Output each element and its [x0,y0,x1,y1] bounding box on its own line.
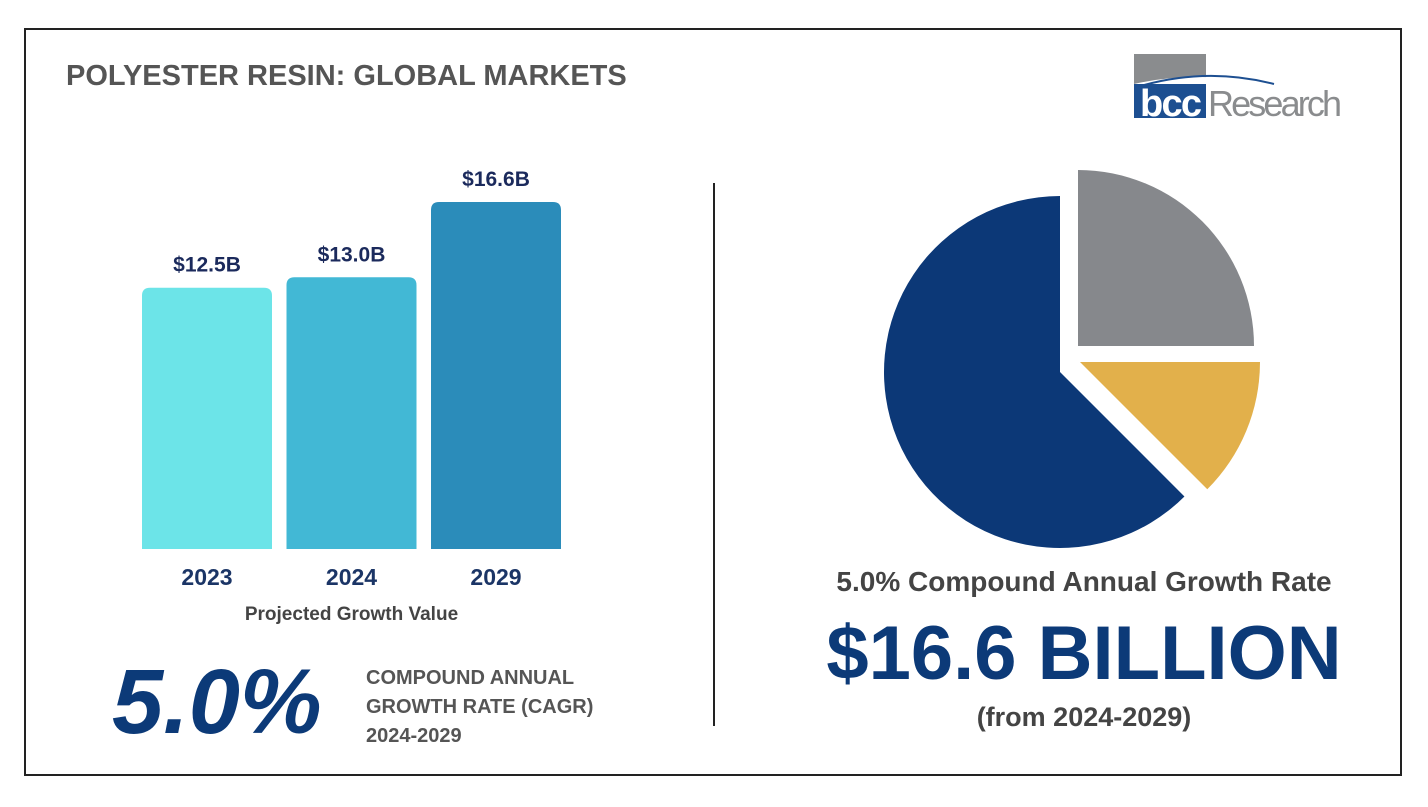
pie-slice-1 [1080,362,1260,490]
market-value: $16.6 BILLION [826,611,1342,696]
bcc-research-logo: bcc Research [1134,54,1342,124]
infographic-frame [24,28,1402,776]
cagr-value: 5.0% [112,651,322,753]
x-tick-label: 2023 [181,564,232,590]
cagr-line-3: 2024-2029 [366,725,462,747]
pie-slice-0 [1078,170,1254,346]
bar-data-label: $12.5B [173,254,241,277]
cagr-label: COMPOUND ANNUAL GROWTH RATE (CAGR) 2024-… [366,664,593,751]
cagr-line-2: GROWTH RATE (CAGR) [366,696,594,718]
bar-2029 [431,202,561,549]
bar-2023 [142,287,272,549]
pie-slice-2 [883,196,1185,548]
divider [713,183,715,726]
period-range: (from 2024-2029) [976,702,1192,732]
bar-chart: $12.5B 2023 $13.0B 2024 $16.6B 2029 [142,168,561,590]
svg-text:bcc: bcc [1140,83,1202,124]
cagr-line-1: COMPOUND ANNUAL [366,667,575,689]
bar-2024 [286,277,417,549]
bar-chart-xlabel: Projected Growth Value [244,604,459,625]
x-tick-label: 2024 [326,564,377,590]
svg-text:Research: Research [1208,83,1342,124]
bar-data-label: $16.6B [462,168,530,191]
pie-chart [883,170,1260,548]
bar-data-label: $13.0B [318,243,386,266]
x-tick-label: 2029 [470,564,521,590]
page-title: POLYESTER RESIN: GLOBAL MARKETS [66,60,627,92]
growth-rate-text: 5.0% Compound Annual Growth Rate [836,566,1332,597]
